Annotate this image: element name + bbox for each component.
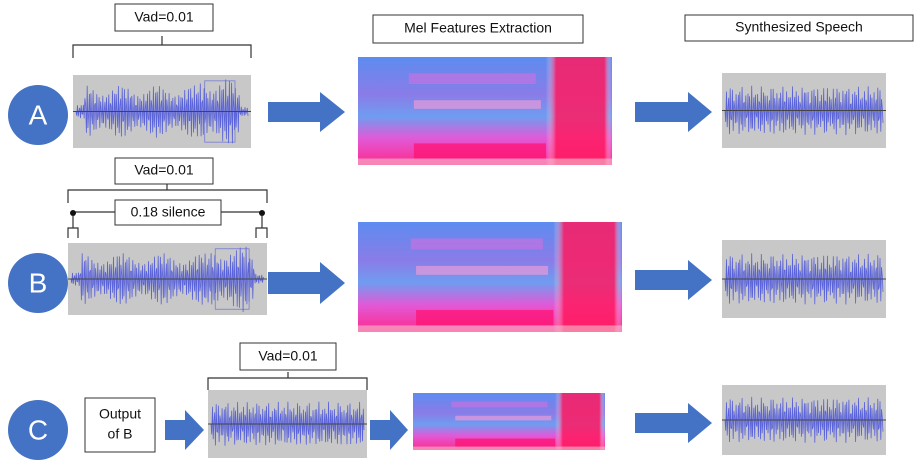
arrow xyxy=(370,410,408,450)
vad-box xyxy=(239,342,337,371)
mel-label: Mel Features Extraction xyxy=(404,20,552,36)
input-label: Output xyxy=(99,406,141,422)
spectrogram xyxy=(413,393,605,450)
bracket xyxy=(67,184,268,203)
row-label: A xyxy=(29,99,48,130)
waveform xyxy=(722,385,886,455)
waveform xyxy=(722,73,886,148)
vad-box xyxy=(114,3,214,32)
input-box xyxy=(84,397,156,453)
waveform xyxy=(68,243,267,315)
bracket xyxy=(72,36,252,58)
wave-trace xyxy=(210,401,365,446)
row-label: B xyxy=(29,267,48,298)
marker xyxy=(70,210,76,216)
spectrogram xyxy=(358,222,622,332)
wave-trace xyxy=(70,246,265,313)
silence-box xyxy=(114,199,222,226)
arrow xyxy=(635,260,712,300)
vad-box xyxy=(114,157,214,185)
bracket xyxy=(207,372,368,390)
row-label: C xyxy=(28,414,48,445)
vad-label: Vad=0.01 xyxy=(134,162,194,178)
silence-label: 0.18 silence xyxy=(131,204,206,220)
arrow xyxy=(268,92,345,132)
label-box xyxy=(684,14,914,42)
arrow xyxy=(268,262,345,304)
arrow xyxy=(635,403,712,443)
spectrogram xyxy=(358,57,612,165)
waveform xyxy=(722,240,886,318)
waveform xyxy=(73,75,251,148)
waveform xyxy=(208,390,367,458)
synth-label: Synthesized Speech xyxy=(735,19,863,35)
bracket xyxy=(67,216,268,238)
vad-label: Vad=0.01 xyxy=(258,348,318,364)
row-badge xyxy=(8,400,68,460)
row-badge xyxy=(8,253,68,313)
wave-trace xyxy=(75,79,249,144)
marker xyxy=(259,210,265,216)
wave-trace xyxy=(724,253,884,305)
vad-label: Vad=0.01 xyxy=(134,9,194,25)
arrow xyxy=(165,410,204,450)
label-box xyxy=(372,14,584,44)
row-badge xyxy=(8,85,68,145)
wave-trace xyxy=(724,396,884,443)
arrow xyxy=(635,92,712,132)
wave-trace xyxy=(724,85,884,136)
input-label: of B xyxy=(108,426,133,442)
